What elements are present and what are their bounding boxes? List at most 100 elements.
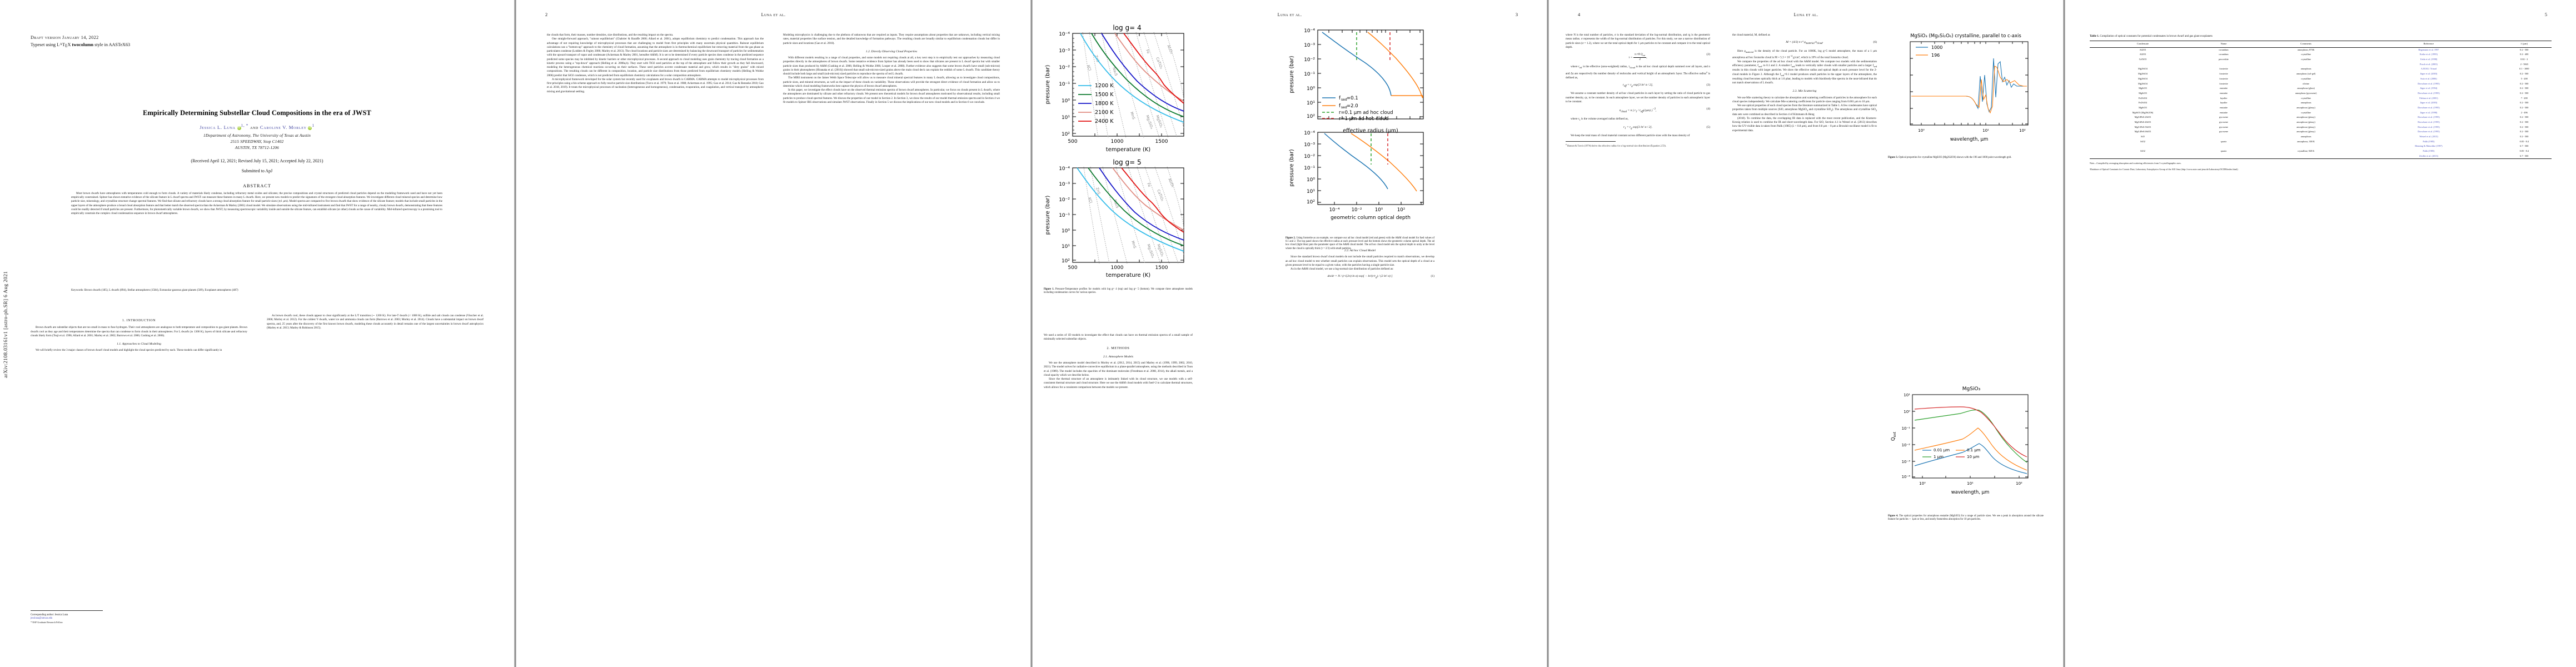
paragraph: Modeling microphysics is challenging due… xyxy=(783,33,1000,45)
cell-condensate xyxy=(2090,144,2196,149)
cell-lambda: 0.2 - 500 xyxy=(2520,116,2529,119)
svg-text:MnS: MnS xyxy=(1130,240,1137,249)
cell-reference: Suto et al. (2006) xyxy=(2420,77,2437,80)
cell-lambda: 5 - 200 xyxy=(2520,77,2528,80)
paragraph: We use the atmosphere model described in… xyxy=(1044,361,1193,377)
figure-4-plot: MgSiO₃ 10¹ 10⁰ 10⁻¹ 10⁻² 10⁻³ 10⁻⁴ 10⁰ 10¹ 10² xyxy=(1891,386,2029,495)
svg-text:10⁻¹: 10⁻¹ xyxy=(1059,82,1070,87)
cell-lambda: 0.2 - 500 xyxy=(2520,121,2529,124)
footnote: a Hansen & Travis (1974) derive the effe… xyxy=(1566,143,1666,147)
cell-reference: Jäger et al. (1994) xyxy=(2420,87,2438,90)
svg-text:1500: 1500 xyxy=(1155,139,1168,145)
svg-text:10²: 10² xyxy=(1397,207,1405,213)
svg-text:500: 500 xyxy=(1068,139,1077,145)
page-number: 2 xyxy=(545,12,548,17)
cell-lambda: 0.2 - 500 xyxy=(2520,101,2529,104)
svg-text:10⁻³: 10⁻³ xyxy=(1902,460,1911,464)
svg-text:10⁻³: 10⁻³ xyxy=(1304,142,1315,148)
svg-text:10⁻⁴: 10⁻⁴ xyxy=(1304,131,1315,136)
svg-text:10⁻¹: 10⁻¹ xyxy=(1059,213,1070,218)
cell-reference: Jäger et al. (2003) xyxy=(2420,72,2438,76)
page-2: 2 Luna et al. the clouds that form, thei… xyxy=(516,0,1030,667)
svg-text:0.01 μm: 0.01 μm xyxy=(1934,448,1950,452)
cell-comments: amorphous; 873K xyxy=(2297,48,2315,51)
svg-text:Fe: Fe xyxy=(1146,182,1152,188)
svg-text:Al₂O₃: Al₂O₃ xyxy=(1167,178,1175,188)
subsection-heading-mie: 2.3. Mie Scattering xyxy=(1792,89,1817,93)
paragraph: A microphysical framework developed for … xyxy=(547,77,764,93)
svg-text:10⁻¹: 10⁻¹ xyxy=(1304,72,1315,77)
table-row: Al2O3 corundum amorphous; 873K Begemann et … xyxy=(2090,47,2552,52)
cell-name: fayalite xyxy=(2220,101,2228,104)
typeset-line: Typeset using LATEX twocolumn style in A… xyxy=(31,42,131,48)
cell-comments: amorphous; 300 K xyxy=(2297,140,2315,143)
equation-5: r1 = rg exp[3 ln² σ / 2]. (5) xyxy=(1623,125,1710,130)
fig3-xlabel: wavelength, μm xyxy=(1950,137,1989,142)
svg-text:10²: 10² xyxy=(2019,128,2026,133)
paragraph: where reff is the effective (area-weight… xyxy=(1566,65,1710,79)
table-note-1: Note—Compiled by averaging absorption an… xyxy=(2090,162,2181,165)
cell-reference: Dorschner et al. (1995) xyxy=(2418,82,2440,85)
table-row: Mg2SiO4 forsterite amorphous (sol-gel) Jäge… xyxy=(2090,72,2552,77)
cell-name: fayalite xyxy=(2220,96,2228,99)
cell-reference: Dorschner et al. (1995) xyxy=(2418,125,2440,128)
paragraph: With different models resulting in a ran… xyxy=(783,56,1000,76)
author-1-sup: 1, * xyxy=(241,123,249,128)
svg-text:10⁰: 10⁰ xyxy=(1062,228,1070,234)
orcid-icon[interactable]: iD xyxy=(308,126,312,130)
cell-reference: Dorschner et al. (1995) xyxy=(2418,106,2440,109)
cell-name: enstatite xyxy=(2219,87,2228,90)
svg-text:1500: 1500 xyxy=(1155,265,1168,271)
cell-lambda: 0.1 - 1000 xyxy=(2519,67,2529,71)
svg-text:10⁻²: 10⁻² xyxy=(1059,65,1070,71)
cell-lambda: 6.7 - 500 xyxy=(2520,154,2529,157)
figure-4-caption: Figure 4. The optical properties for amo… xyxy=(1888,515,2044,521)
cell-name xyxy=(2196,135,2251,140)
author-1: Jessica L. Luna xyxy=(200,124,236,130)
svg-text:f: f xyxy=(1339,103,1341,109)
cell-reference: Palik (1985) xyxy=(2423,150,2435,153)
svg-text:2100 K: 2100 K xyxy=(1095,109,1114,116)
paragraph: where r1 is the volume averaged radius d… xyxy=(1571,117,1628,122)
cell-comments: amorphous xyxy=(2300,135,2311,138)
cell-lambda: 0.2 - 500 xyxy=(2520,91,2529,94)
cell-lambda: 0.2 - 400 xyxy=(2520,53,2529,56)
fig1-xlabel-bottom: temperature (K) xyxy=(1106,272,1150,278)
cell-name xyxy=(2196,62,2251,67)
cell-condensate xyxy=(2090,62,2196,67)
svg-text:KCl: KCl xyxy=(1087,197,1093,203)
cell-comments xyxy=(2251,144,2360,149)
equation-3: reff = rg exp[3 ln² σ / 2], (3) xyxy=(1622,83,1710,88)
svg-text:ZnS: ZnS xyxy=(1095,187,1102,195)
paragraph: Since the standard brown dwarf cloud mod… xyxy=(1285,255,1434,267)
orcid-icon[interactable]: iD xyxy=(237,126,241,130)
svg-text:1000: 1000 xyxy=(1111,265,1124,271)
paragraph: One straight-forward approach, "rainout … xyxy=(547,37,764,77)
cell-reference: Palik (1985) xyxy=(2423,140,2435,143)
table-row: SiO amorphous Wetzel et al. (2013) 0.2 - 50… xyxy=(2090,135,2552,140)
cell-name: enstatite xyxy=(2219,111,2228,114)
fig1-top-title: log g= 4 xyxy=(1113,24,1141,32)
svg-text:10⁰: 10⁰ xyxy=(1062,98,1070,104)
figure-2-caption: Figure 2. Using forsterite as an example… xyxy=(1285,237,1435,250)
svg-text:10⁻²: 10⁻² xyxy=(1902,443,1911,447)
cell-lambda: 6.7 - 500 xyxy=(2520,145,2529,148)
cell-condensate: Mg2SiO4 xyxy=(2138,82,2148,85)
cell-condensate: Fe2SiO4 xyxy=(2138,96,2148,99)
cell-name: pyroxene xyxy=(2219,121,2228,124)
paragraph: the cloud material, M, defined as xyxy=(1732,33,1770,37)
cell-condensate: Al2O3 xyxy=(2139,48,2146,51)
table-row: CaTiO3 perovskite crystalline Ueda et al. (… xyxy=(2090,57,2552,62)
fig1-xlabel-top: temperature (K) xyxy=(1106,147,1150,153)
svg-text:1800 K: 1800 K xyxy=(1095,101,1114,107)
table-row: Posch et al. (2003) 2 - 5843 xyxy=(2090,62,2552,67)
cell-name: corundum xyxy=(2219,53,2229,56)
cell-condensate: Mg0.6Fe0.4SiO3 xyxy=(2134,121,2151,124)
cell-condensate: Mg0.4Fe0.6SiO3 xyxy=(2134,130,2151,133)
page3-column-1-text: We used a series of 1D models to investi… xyxy=(1044,334,1193,390)
svg-text:10¹: 10¹ xyxy=(1307,189,1315,195)
figure-3-caption: Figure 3. Optical properties for crystal… xyxy=(1888,156,2012,159)
table-row: Al2O3 corundum crystalline Koike et al. (19… xyxy=(2090,52,2552,57)
svg-text:10¹: 10¹ xyxy=(1904,393,1910,397)
